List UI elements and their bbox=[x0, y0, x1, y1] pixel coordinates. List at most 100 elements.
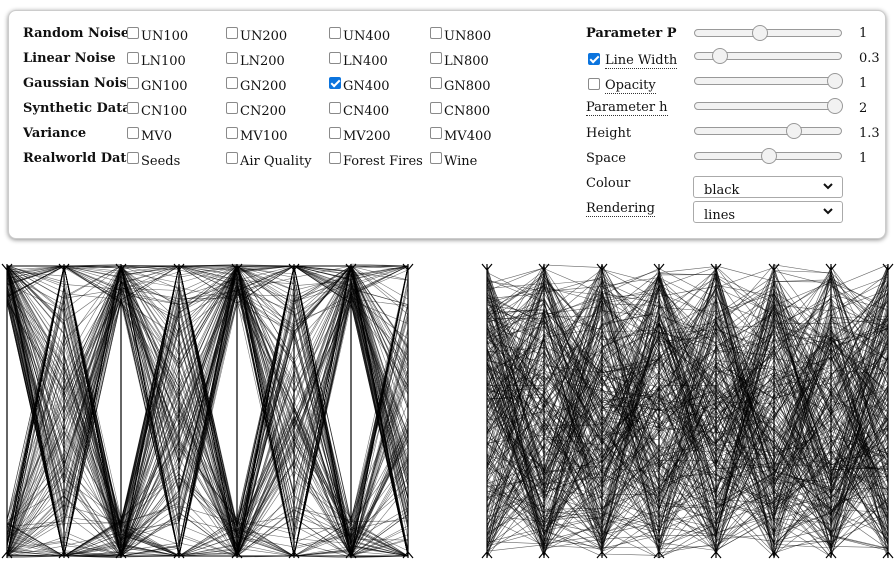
dataset-checkbox[interactable] bbox=[430, 102, 442, 114]
parameter-p-slider[interactable] bbox=[694, 25, 842, 41]
dataset-option-label[interactable]: LN100 bbox=[141, 54, 186, 69]
dataset-checkbox[interactable] bbox=[430, 52, 442, 64]
dataset-option-label[interactable]: LN800 bbox=[444, 54, 489, 69]
data-polyline bbox=[487, 329, 889, 554]
dataset-checkbox[interactable] bbox=[430, 127, 442, 139]
space-slider[interactable] bbox=[694, 148, 842, 164]
dataset-option-label[interactable]: GN800 bbox=[444, 79, 491, 94]
data-polyline bbox=[486, 285, 889, 502]
axis-line bbox=[538, 263, 550, 559]
dataset-option-label[interactable]: MV400 bbox=[444, 129, 492, 144]
dataset-option-label[interactable]: CN800 bbox=[444, 104, 491, 119]
dataset-checkbox[interactable] bbox=[127, 102, 139, 114]
data-polyline bbox=[6, 265, 409, 557]
dataset-option-label[interactable]: CN400 bbox=[343, 104, 390, 119]
colour-select-value: black bbox=[704, 183, 740, 198]
dataset-checkbox[interactable] bbox=[226, 127, 238, 139]
data-polyline bbox=[486, 298, 889, 474]
axis-line bbox=[710, 263, 722, 559]
dataset-option-label[interactable]: MV200 bbox=[343, 129, 391, 144]
data-polyline bbox=[6, 265, 409, 557]
data-polyline bbox=[486, 294, 889, 496]
data-polyline bbox=[6, 265, 409, 557]
dataset-checkbox[interactable] bbox=[127, 127, 139, 139]
dataset-option-label[interactable]: GN400 bbox=[343, 79, 390, 94]
data-polyline bbox=[486, 277, 889, 544]
opacity-slider-thumb[interactable] bbox=[827, 73, 843, 89]
dataset-checkbox[interactable] bbox=[430, 77, 442, 89]
dataset-option-label[interactable]: LN400 bbox=[343, 54, 388, 69]
dataset-option-label[interactable]: GN100 bbox=[141, 79, 188, 94]
data-polyline bbox=[486, 314, 889, 531]
dataset-checkbox[interactable] bbox=[430, 27, 442, 39]
data-polyline bbox=[486, 281, 889, 518]
data-polyline bbox=[486, 268, 889, 503]
parameter-p-value: 1 bbox=[859, 26, 868, 41]
data-polyline bbox=[486, 298, 889, 554]
dataset-option-label[interactable]: Wine bbox=[444, 154, 478, 169]
dataset-option-label[interactable]: CN100 bbox=[141, 104, 188, 119]
data-polyline bbox=[6, 265, 409, 557]
dataset-checkbox[interactable] bbox=[329, 77, 341, 89]
dataset-option-label[interactable]: LN200 bbox=[240, 54, 285, 69]
dataset-checkbox[interactable] bbox=[226, 52, 238, 64]
dataset-option-label[interactable]: Seeds bbox=[141, 154, 181, 169]
dataset-option-label[interactable]: Forest Fires bbox=[343, 154, 423, 169]
dataset-checkbox[interactable] bbox=[127, 152, 139, 164]
dataset-option-label[interactable]: Air Quality bbox=[240, 154, 312, 169]
parameter-h-slider-thumb[interactable] bbox=[827, 98, 843, 114]
parameter-h-slider[interactable] bbox=[694, 98, 843, 114]
data-polyline bbox=[486, 268, 889, 501]
dataset-checkbox[interactable] bbox=[329, 152, 341, 164]
axis-line bbox=[58, 263, 70, 559]
line-width-slider[interactable] bbox=[694, 48, 842, 64]
dataset-checkbox[interactable] bbox=[329, 52, 341, 64]
dataset-checkbox[interactable] bbox=[127, 27, 139, 39]
dataset-option-label[interactable]: UN100 bbox=[141, 29, 189, 44]
opacity-slider[interactable] bbox=[694, 73, 843, 89]
data-polyline bbox=[486, 303, 889, 518]
data-polyline bbox=[486, 299, 889, 552]
data-polyline bbox=[6, 266, 409, 552]
parameter-p-slider-thumb[interactable] bbox=[751, 25, 768, 41]
dataset-checkbox[interactable] bbox=[226, 27, 238, 39]
opacity-checkbox[interactable] bbox=[588, 78, 600, 90]
dataset-option-label[interactable]: MV100 bbox=[240, 129, 288, 144]
data-polyline bbox=[486, 356, 889, 532]
control-panel: Random Noise UN100 UN200 UN400 UN800 Linear N… bbox=[8, 10, 886, 239]
data-polyline bbox=[6, 281, 409, 557]
dataset-checkbox[interactable] bbox=[127, 52, 139, 64]
dataset-checkbox[interactable] bbox=[226, 102, 238, 114]
dataset-option-label[interactable]: CN200 bbox=[240, 104, 287, 119]
dataset-row-label: Linear Noise bbox=[23, 51, 116, 66]
dataset-option-label[interactable]: GN200 bbox=[240, 79, 287, 94]
line-width-checkbox[interactable] bbox=[588, 53, 600, 65]
dataset-checkbox[interactable] bbox=[329, 127, 341, 139]
rendering-select[interactable]: lines bbox=[693, 201, 843, 223]
space-slider-thumb[interactable] bbox=[761, 148, 777, 164]
data-polyline bbox=[486, 287, 889, 496]
parallel-coordinates-plot-right bbox=[481, 263, 894, 559]
line-width-slider-thumb[interactable] bbox=[712, 48, 729, 64]
data-polyline bbox=[6, 265, 409, 557]
axis-line bbox=[825, 263, 837, 559]
dataset-option-label[interactable]: MV0 bbox=[141, 129, 172, 144]
dataset-option-label[interactable]: UN200 bbox=[240, 29, 288, 44]
data-polyline bbox=[486, 264, 889, 482]
dataset-checkbox[interactable] bbox=[127, 77, 139, 89]
data-polyline bbox=[6, 264, 409, 434]
dataset-option-label[interactable]: UN400 bbox=[343, 29, 391, 44]
dataset-option-label[interactable]: UN800 bbox=[444, 29, 492, 44]
height-slider[interactable] bbox=[694, 123, 842, 139]
axis-line bbox=[882, 263, 894, 559]
colour-select[interactable]: black bbox=[693, 176, 843, 198]
line-width-value: 0.3 bbox=[859, 51, 880, 66]
dataset-checkbox[interactable] bbox=[226, 77, 238, 89]
height-slider-thumb[interactable] bbox=[786, 123, 803, 139]
data-polyline bbox=[486, 285, 889, 537]
dataset-checkbox[interactable] bbox=[329, 102, 341, 114]
dataset-checkbox[interactable] bbox=[226, 152, 238, 164]
dataset-checkbox[interactable] bbox=[430, 152, 442, 164]
data-polyline bbox=[6, 264, 409, 558]
dataset-checkbox[interactable] bbox=[329, 27, 341, 39]
